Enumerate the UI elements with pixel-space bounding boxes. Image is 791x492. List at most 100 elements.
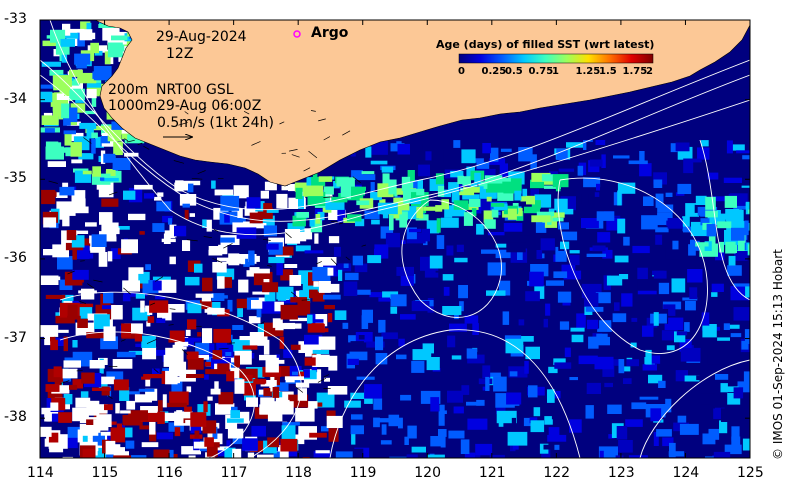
sst-patch [91, 234, 107, 247]
sst-patch [466, 401, 481, 406]
sst-patch [69, 384, 78, 390]
sst-patch [544, 185, 561, 189]
argo-float-marker [293, 30, 301, 38]
sst-patch [121, 239, 138, 254]
sst-patch [676, 331, 688, 336]
sst-patch [474, 172, 481, 184]
sst-patch [267, 409, 283, 422]
sst-patch [72, 206, 89, 214]
sst-patch [168, 422, 184, 432]
sst-patch [263, 203, 273, 215]
sst-patch [487, 372, 501, 380]
sst-patch [487, 232, 505, 236]
sst-patch [543, 444, 552, 450]
sst-patch [298, 196, 304, 209]
sst-patch [407, 181, 414, 194]
sst-patch [504, 335, 522, 341]
sst-patch [140, 300, 145, 313]
sst-patch [80, 391, 89, 398]
sst-patch [471, 208, 477, 217]
sst-patch [524, 361, 529, 374]
sst-patch [78, 153, 94, 160]
sst-patch [595, 140, 606, 145]
sst-patch [234, 355, 240, 368]
sst-patch [617, 182, 636, 194]
sst-patch [77, 303, 94, 308]
sst-patch [371, 140, 388, 155]
x-tick-label: 123 [607, 465, 635, 481]
sst-patch [665, 398, 672, 413]
sst-patch [101, 236, 117, 242]
sst-patch [535, 219, 547, 233]
y-tick-label: -33 [4, 11, 27, 27]
sst-patch [126, 400, 136, 410]
sst-patch [174, 225, 187, 237]
sst-patch [584, 292, 599, 307]
sst-patch [227, 299, 233, 312]
sst-patch [680, 347, 701, 362]
sst-patch [89, 451, 107, 458]
sst-patch [353, 448, 364, 458]
sst-patch [596, 183, 600, 191]
sst-patch [232, 325, 244, 330]
sst-patch [46, 412, 51, 422]
sst-patch [721, 408, 735, 422]
sst-patch [485, 376, 490, 391]
sst-patch [517, 250, 523, 260]
current-vector [83, 137, 92, 144]
sst-patch [152, 280, 162, 291]
sst-patch [295, 245, 311, 252]
sst-patch [397, 143, 410, 155]
sst-patch [280, 304, 298, 320]
sst-patch [411, 360, 425, 373]
sst-patch [59, 186, 75, 196]
sst-patch [459, 301, 464, 312]
sst-patch [358, 335, 365, 340]
sst-patch [388, 414, 400, 427]
sst-patch [742, 438, 750, 451]
sst-patch [438, 429, 447, 437]
sst-patch [117, 451, 129, 458]
sst-patch [459, 191, 475, 196]
contour-line [40, 59, 750, 211]
sst-patch [116, 351, 136, 358]
sst-patch [41, 189, 56, 205]
sst-patch [324, 305, 335, 310]
sst-patch [220, 195, 240, 211]
sst-patch [497, 189, 514, 201]
sst-patch [52, 75, 72, 87]
sst-patch [602, 366, 615, 377]
sst-patch [224, 447, 236, 458]
sst-patch [642, 364, 657, 371]
sst-patch [404, 436, 409, 445]
contour-line [699, 139, 750, 301]
sst-patch [94, 314, 110, 329]
sst-patch [216, 340, 228, 347]
sst-patch [484, 219, 496, 229]
sst-patch [81, 372, 95, 384]
sst-patch [669, 442, 676, 458]
sst-patch [82, 170, 92, 175]
sst-patch [275, 323, 284, 331]
sst-patch [315, 450, 330, 454]
sst-patch [217, 257, 234, 262]
sst-patch [215, 403, 235, 415]
sst-patch [489, 454, 505, 458]
sst-patch [432, 150, 444, 164]
sst-patch [731, 426, 740, 442]
sst-patch [86, 127, 94, 139]
sst-patch [422, 343, 434, 354]
sst-patch [225, 352, 232, 356]
sst-patch [619, 274, 629, 280]
sst-patch [518, 319, 525, 326]
sst-patch [639, 396, 659, 400]
sst-patch [48, 432, 59, 443]
sst-patch [509, 371, 518, 377]
sst-patch [618, 359, 625, 374]
sst-patch [615, 455, 624, 458]
current-vector [200, 107, 207, 111]
sst-patch [46, 35, 53, 39]
sst-patch [707, 213, 726, 225]
sst-patch [113, 444, 121, 451]
